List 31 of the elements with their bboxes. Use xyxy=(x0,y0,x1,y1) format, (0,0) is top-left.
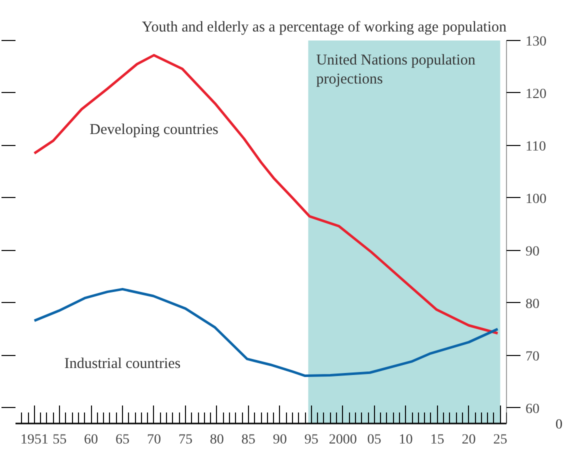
x-tick-label: 15 xyxy=(430,432,444,448)
x-tick-label: 75 xyxy=(178,432,192,448)
x-tick-label: 2000 xyxy=(328,432,357,448)
series-label: Developing countries xyxy=(90,122,219,138)
x-tick-label: 85 xyxy=(241,432,256,448)
y-tick-label: 130 xyxy=(526,34,546,50)
y-tick-label: 100 xyxy=(526,192,546,207)
text: Industrial countries xyxy=(64,356,181,372)
x-tick-label: 20 xyxy=(462,432,476,448)
y-tick-label: 120 xyxy=(526,86,546,102)
line-series xyxy=(33,288,499,378)
x-tick-label: 60 xyxy=(84,432,98,448)
y-tick-label: 60 xyxy=(526,402,540,417)
x-tick-label: 80 xyxy=(210,432,224,448)
text: 0 xyxy=(556,418,562,432)
y-tick-label: 110 xyxy=(526,139,546,154)
y-tick-label: 80 xyxy=(526,296,540,312)
x-tick-label: 25 xyxy=(493,432,508,448)
line-series xyxy=(33,54,499,335)
x-tick-label: 70 xyxy=(146,432,161,448)
x-tick-label: 65 xyxy=(116,432,130,448)
x-tick-label: 90 xyxy=(272,432,287,448)
chart-title: Youth and elderly as a percentage of working age population xyxy=(142,20,507,36)
x-tick-label: 55 xyxy=(52,432,67,448)
y-tick-label: 90 xyxy=(526,244,540,260)
x-tick-label: 1951 xyxy=(20,432,48,448)
x-tick-label: 10 xyxy=(398,432,413,448)
band-label: United Nations population projections xyxy=(316,52,476,88)
x-tick-label: 05 xyxy=(367,432,382,448)
x-tick-label: 95 xyxy=(304,432,318,448)
y-tick-label: 70 xyxy=(526,349,540,364)
